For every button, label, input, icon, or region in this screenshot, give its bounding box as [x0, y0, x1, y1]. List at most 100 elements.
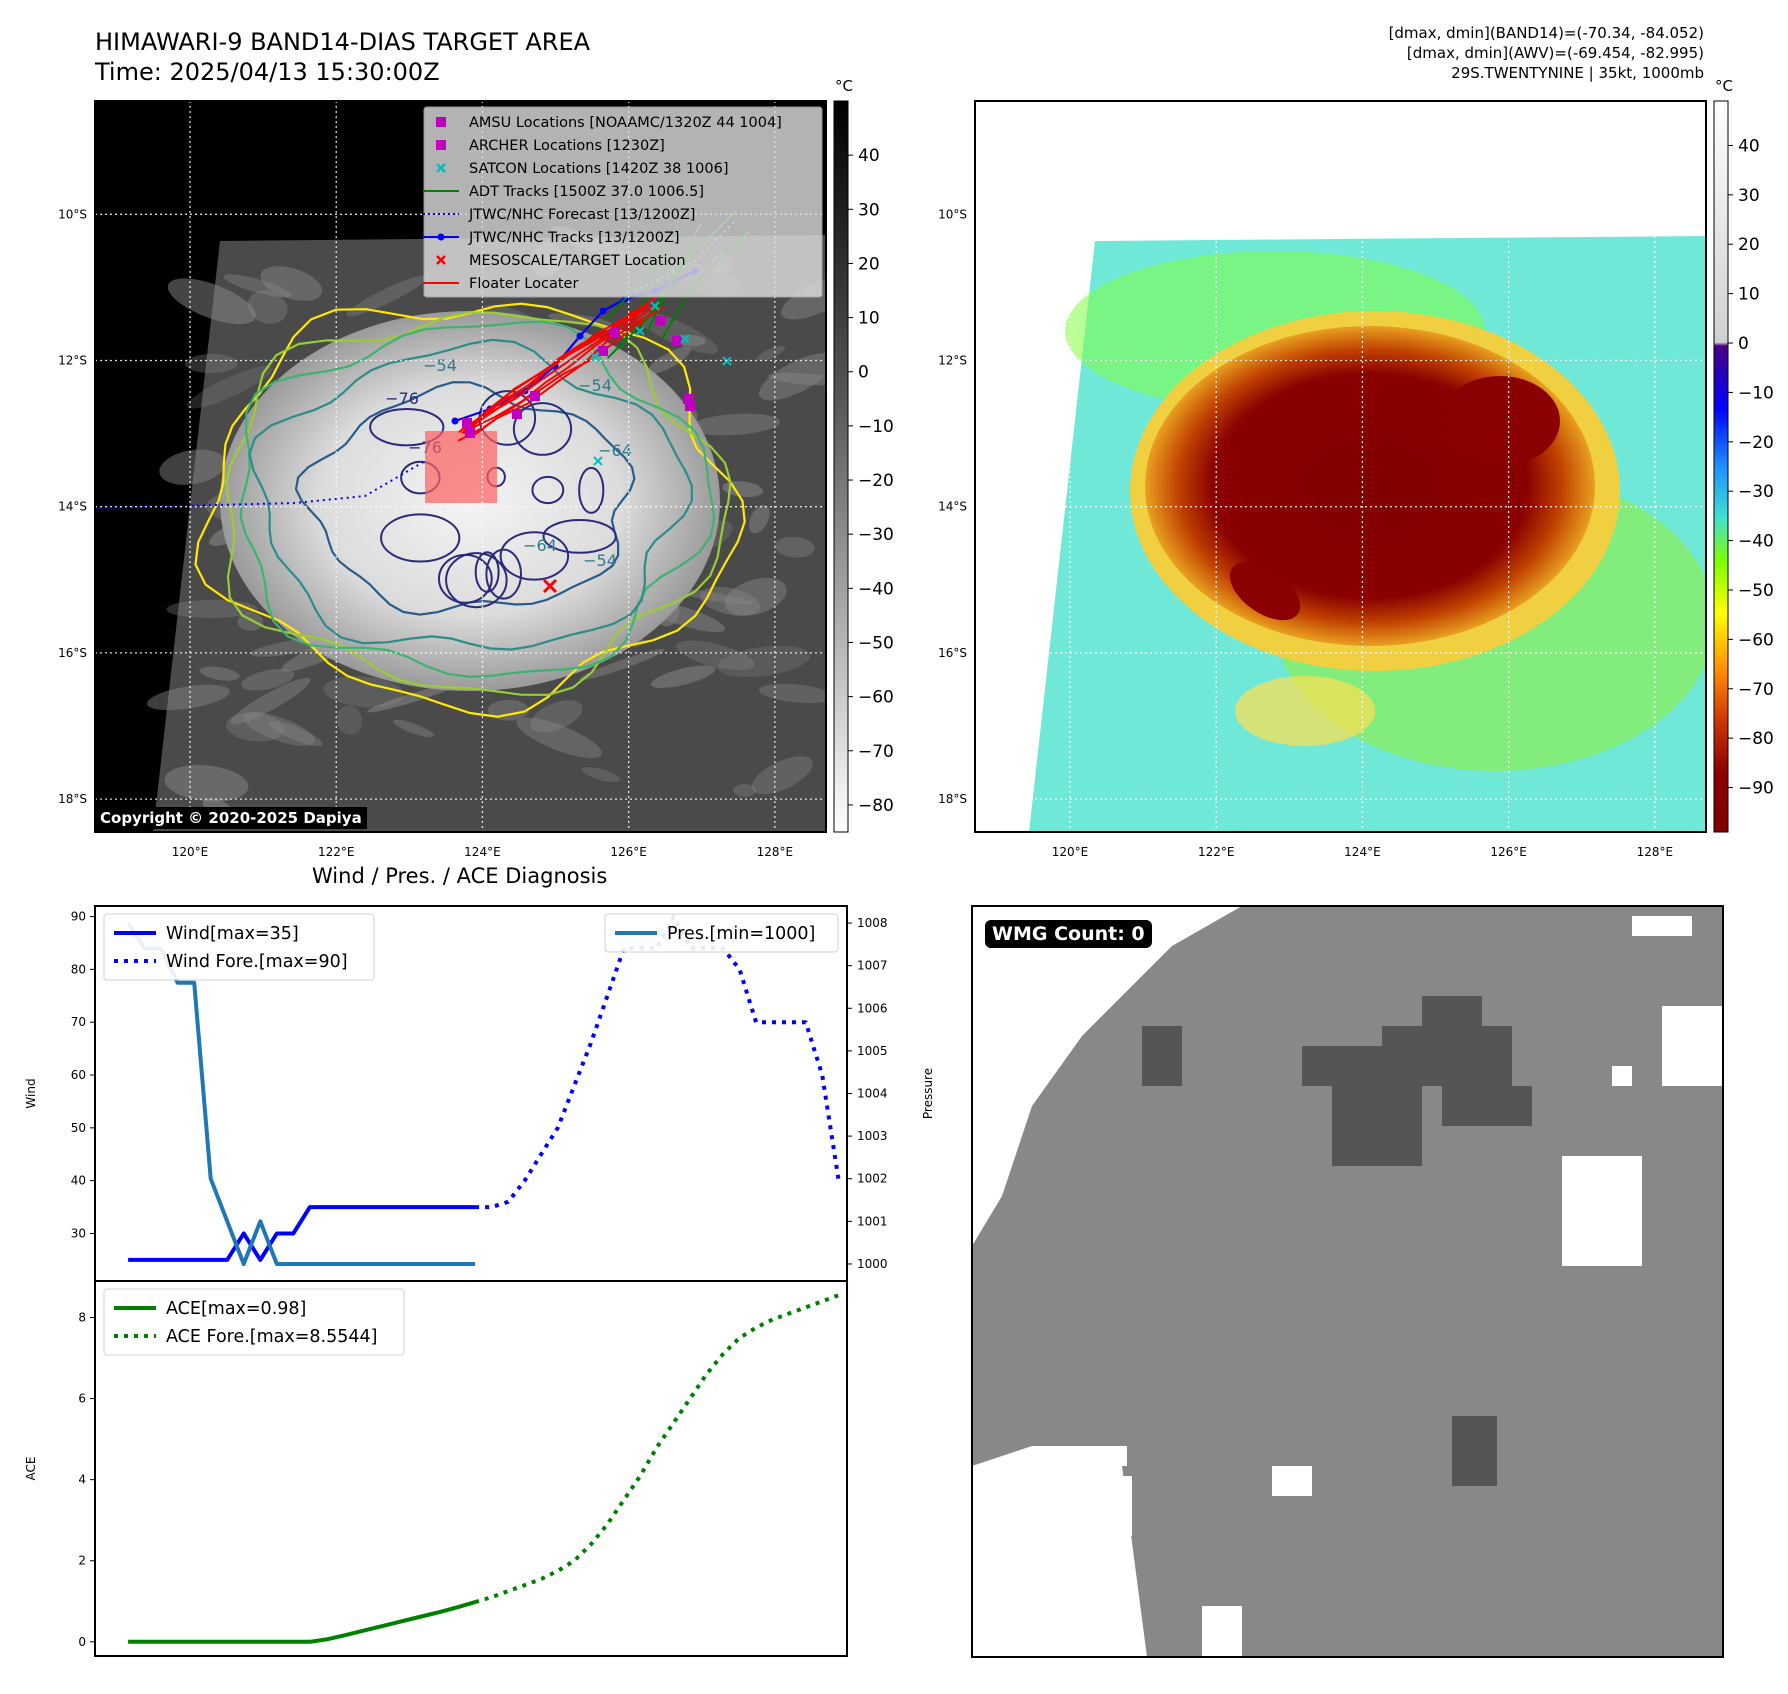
ir-amsu-marker [683, 394, 693, 404]
ir-cloud-streak [759, 683, 826, 704]
ir-lat-tick-label: 14°S [58, 500, 87, 514]
awv-lon-tick-label: 122°E [1198, 845, 1235, 859]
ir-coastline [548, 562, 716, 613]
wmg-hole [1092, 1476, 1132, 1536]
awv-coastlines [997, 101, 1706, 832]
awv-coastline [1414, 774, 1458, 818]
ir-contour [294, 381, 636, 616]
wmg-dark-cell [1472, 1026, 1512, 1086]
wmg-hole [1612, 1066, 1632, 1086]
ace-legend: ACE[max=0.98] ACE Fore.[max=8.5544] [103, 1288, 405, 1356]
ir-floater-track [458, 310, 634, 433]
awv-core [1145, 326, 1595, 646]
ir-cloud-streak [187, 365, 273, 409]
wind-legend: Wind[max=35] Wind Fore.[max=90] [103, 913, 375, 981]
wind-pressure-chart: 30 40 50 60 70 80 90 1000 1001 1002 1003 1004 1005 10… [24, 905, 935, 1282]
ir-cloud-streak [757, 345, 786, 361]
awv-colorbar-tick-label: −70 [1738, 680, 1774, 700]
ir-cloud-streak [247, 290, 288, 324]
ir-cold-contour [485, 548, 523, 600]
wmg-frame [971, 905, 1724, 1658]
awv-coastline [1428, 562, 1596, 613]
awv-lat-tick-label: 16°S [938, 646, 967, 660]
ir-cold-contour [474, 551, 500, 593]
ir-contour-label: −64 [523, 536, 557, 555]
ir-amsu-marker [610, 328, 620, 338]
ir-lon-tick-label: 120°E [172, 845, 209, 859]
ir-contour-label: −76 [385, 389, 419, 408]
ir-lat-tick-label: 18°S [58, 792, 87, 806]
ir-legend-entry: ADT Tracks [1500Z 37.0 1006.5] [469, 184, 704, 200]
ir-legend-entry: Floater Locater [469, 276, 578, 292]
ir-amsu-marker [672, 336, 682, 346]
ir-floater-track [462, 301, 661, 435]
wind-y-right-tick-label: 1007 [857, 959, 888, 973]
ir-cloud-streak [530, 700, 583, 733]
awv-cell [1440, 376, 1560, 466]
ace-legend-entry: ACE[max=0.98] [166, 1299, 306, 1319]
awv-lat-tick-label: 12°S [938, 354, 967, 368]
wind-y-tick-label: 70 [71, 1015, 86, 1029]
wind-ylabel: Wind [24, 1078, 38, 1108]
ir-cloud-streak [230, 678, 311, 725]
ir-colorbar-tick-label: 30 [858, 200, 880, 220]
wmg-hole [1202, 1606, 1242, 1656]
ir-colorbar-tick-label: −50 [858, 633, 894, 653]
awv-colorbar-tick-label: −60 [1738, 630, 1774, 650]
wmg-dark-cell [1442, 1086, 1532, 1126]
ir-cloud-streak [487, 699, 529, 721]
ir-cloud-streak [516, 717, 602, 759]
ir-lat-tick-label: 12°S [58, 354, 87, 368]
awv-coastline [1282, 247, 1355, 276]
awv-colorbar-tick-label: −20 [1738, 433, 1774, 453]
awv-colorbar-tick-label: −90 [1738, 779, 1774, 799]
ir-cloud-streak [146, 684, 230, 711]
ir-coastline [351, 671, 461, 832]
ir-legend-entry: SATCON Locations [1420Z 38 1006] [469, 161, 728, 177]
ir-amsu-marker [465, 428, 475, 438]
ir-cloud-streak [242, 711, 315, 746]
ir-cloud-streak [226, 712, 285, 742]
ir-coastline [534, 774, 578, 818]
ir-cold-contour [578, 466, 605, 514]
awv-lat-tick-label: 10°S [938, 207, 967, 221]
ir-cold-contour [499, 531, 570, 581]
legend-marker-square [436, 140, 446, 150]
ir-cloud-streak [346, 274, 429, 317]
ace-series-line [474, 1293, 840, 1605]
ir-colorbar-tick-label: 20 [858, 254, 880, 274]
wind-y-tick-label: 50 [71, 1121, 86, 1135]
ir-legend-entry: MESOSCALE/TARGET Location [469, 253, 686, 269]
ir-cloud-streak [732, 783, 757, 797]
info-line3: 29S.TWENTYNINE | 35kt, 1000mb [1451, 64, 1704, 82]
wind-y-right-tick-label: 1003 [857, 1129, 888, 1143]
ace-legend-box [103, 1288, 405, 1356]
legend-marker-x [436, 163, 446, 173]
ir-lat-tick-label: 16°S [58, 646, 87, 660]
wind-ylabel-right: Pressure [921, 1068, 935, 1119]
copyright-badge: Copyright © 2020-2025 Dapiya [95, 807, 367, 829]
ir-legend-box [423, 106, 823, 298]
ir-coastline [680, 510, 826, 583]
ir-cloud-streak [768, 372, 826, 386]
ir-cloud-streak [676, 640, 755, 671]
ir-colorbar-tick-label: −30 [858, 525, 894, 545]
ir-cloud-streak [579, 649, 665, 681]
ir-amsu-marker [530, 391, 540, 401]
ir-colorbar-unit: °C [835, 77, 853, 95]
ir-cloud-streak [260, 266, 323, 301]
awv-colorbar-tick-label: −30 [1738, 482, 1774, 502]
ir-cloud-streak [716, 645, 811, 677]
info-line2: [dmax, dmin](AWV)=(-69.454, -82.995) [1406, 44, 1704, 62]
awv-colorbar-tick-label: −40 [1738, 532, 1774, 552]
ir-amsu-marker [462, 418, 472, 428]
awv-lon-tick-label: 124°E [1344, 845, 1381, 859]
figure-title-line1: HIMAWARI-9 BAND14-DIAS TARGET AREA [95, 28, 591, 56]
awv-colorbar-tick-label: 20 [1738, 235, 1760, 255]
awv-moist-spot [1235, 676, 1375, 746]
ir-cloud-streak [223, 274, 292, 298]
ir-contour [225, 311, 732, 697]
ir-lon-tick-label: 128°E [757, 845, 794, 859]
ir-cold-contour [445, 552, 508, 609]
